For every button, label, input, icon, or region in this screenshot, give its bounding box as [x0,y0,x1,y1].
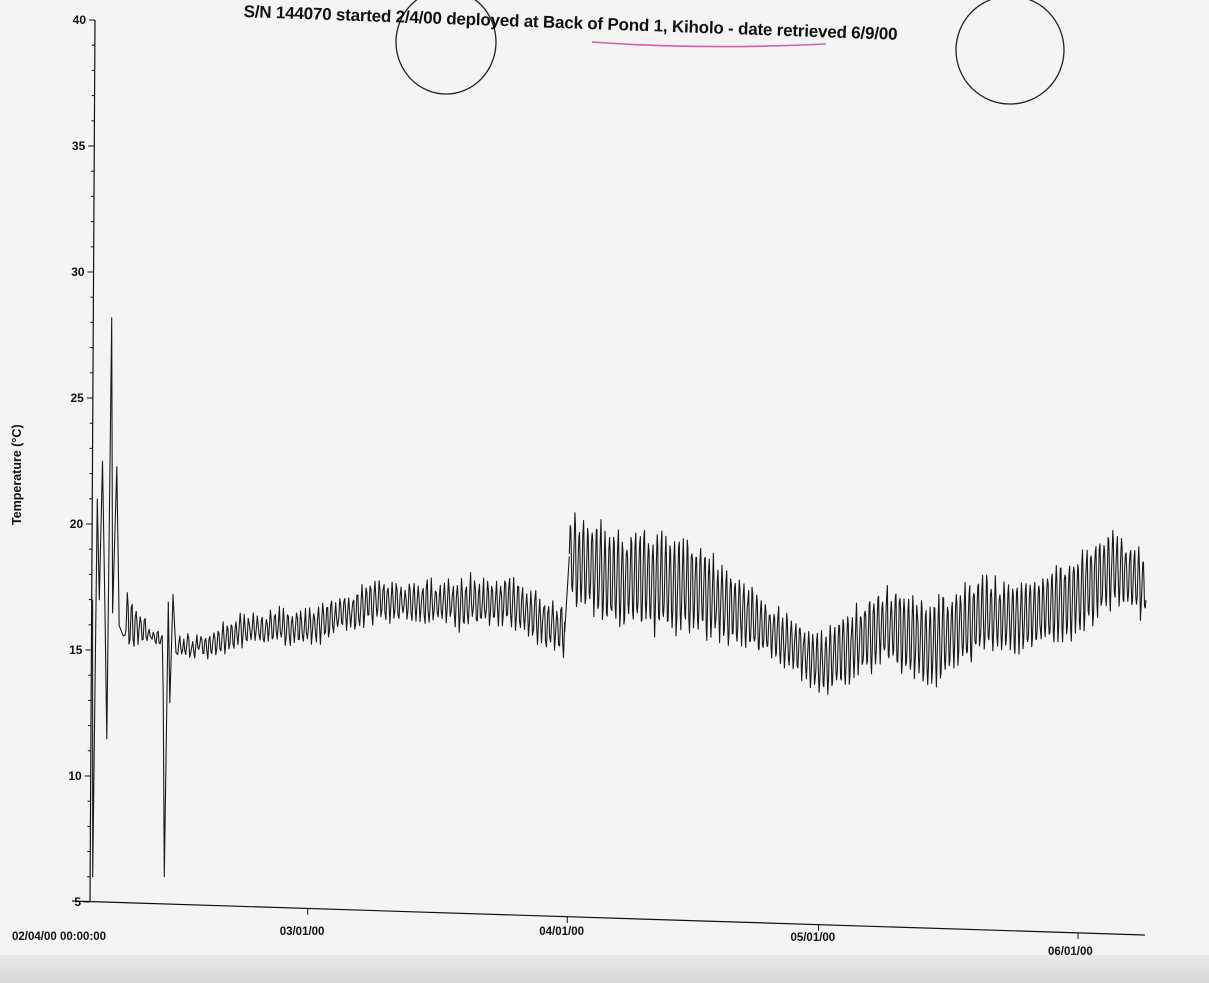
highlight-underline [591,41,827,48]
temperature-series-line [92,317,566,878]
chart-plot-area [92,317,1147,878]
y-tick-label: 10 [68,769,82,783]
x-tick-label: 04/01/00 [539,926,584,938]
y-axis-label: Temperature (°C) [10,424,24,525]
scan-edge [0,955,1209,983]
y-tick-label: 20 [70,517,84,531]
x-tick-label: 03/01/00 [280,926,325,938]
series-connector [564,556,570,633]
ink-circle-annotation [395,0,497,95]
ink-circle-annotation [955,0,1065,105]
x-axis-line [71,900,1146,936]
y-tick-label: 5 [74,895,81,909]
x-tick-label: 06/01/00 [1048,946,1093,958]
y-tick-label: 35 [72,139,86,153]
x-tick-label: 02/04/00 00:00:00 [12,931,106,943]
temperature-series-line [568,512,1147,695]
annotations [395,0,1065,105]
y-tick-label: 15 [69,643,83,657]
x-tick-label: 05/01/00 [790,932,835,944]
y-tick-label: 25 [70,391,84,405]
y-axis-line [89,19,96,903]
y-tick-label: 30 [71,265,85,279]
chart-axes: 5 10 15 20 25 30 35 40 02/04/00 00:00:00 03/01/00… [12,13,1175,978]
y-tick-label: 40 [73,13,87,27]
